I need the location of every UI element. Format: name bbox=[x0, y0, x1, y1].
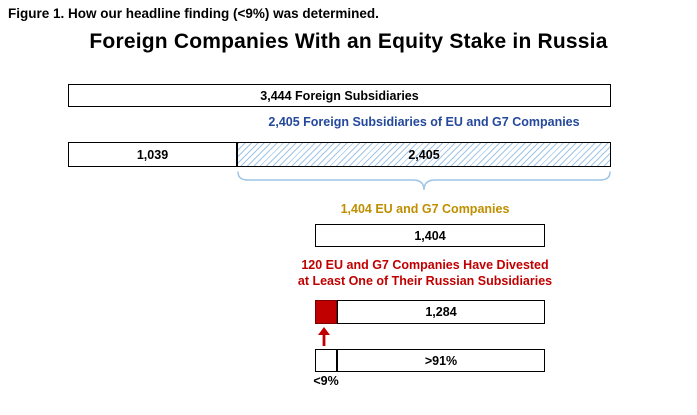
bar-divested-segment bbox=[315, 300, 337, 324]
brace-icon bbox=[237, 171, 611, 191]
chart-title: Foreign Companies With an Equity Stake i… bbox=[89, 30, 608, 53]
label-percent-divested: <9% bbox=[313, 374, 339, 388]
bar-percent-remaining-label: >91% bbox=[424, 353, 458, 368]
bar-total-subsidiaries-label: 3,444 Foreign Subsidiaries bbox=[260, 88, 419, 103]
bar-eu-g7-subsidiaries-label: 2,405 bbox=[408, 147, 440, 162]
label-divested-line2: at Least One of Their Russian Subsidiari… bbox=[297, 274, 553, 288]
label-divested-line1: 120 EU and G7 Companies Have Divested bbox=[301, 258, 549, 272]
bar-eu-g7-companies-label: 1,404 bbox=[414, 228, 446, 243]
figure-caption: Figure 1. How our headline finding (<9%)… bbox=[8, 6, 379, 21]
label-divested: 120 EU and G7 Companies Have Divested at… bbox=[240, 257, 610, 289]
bar-other-subsidiaries: 1,039 bbox=[68, 142, 237, 167]
bar-not-divested: 1,284 bbox=[337, 300, 545, 324]
bar-eu-g7-subsidiaries: 2,405 bbox=[237, 142, 611, 167]
up-arrow-icon bbox=[318, 327, 330, 346]
bar-other-subsidiaries-label: 1,039 bbox=[136, 147, 169, 162]
label-eu-g7-companies: 1,404 EU and G7 Companies bbox=[340, 202, 510, 216]
bar-percent-divested-segment bbox=[315, 349, 337, 372]
bar-eu-g7-companies: 1,404 bbox=[315, 224, 545, 247]
label-eu-g7-subsidiaries: 2,405 Foreign Subsidiaries of EU and G7 … bbox=[268, 115, 580, 129]
bar-percent-remaining: >91% bbox=[337, 349, 545, 372]
bar-total-subsidiaries: 3,444 Foreign Subsidiaries bbox=[68, 84, 611, 107]
bar-not-divested-label: 1,284 bbox=[425, 305, 457, 319]
